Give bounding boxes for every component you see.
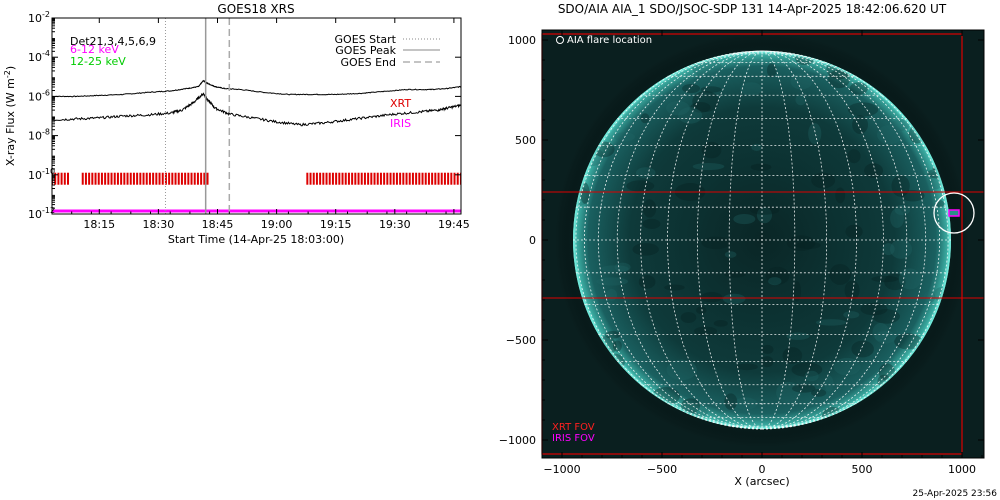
goes-long-curve xyxy=(52,79,461,98)
goes-y-tick-label: 10-8 xyxy=(28,128,50,143)
aia-flare-legend: AIA flare location xyxy=(556,35,652,46)
aia-ticks: −1000 −500 0 500 1000 1000 500 0 −500 −1000 xyxy=(499,30,984,476)
aia-plot-frame xyxy=(541,29,985,459)
goes-x-tick-label: 19:45 xyxy=(438,218,470,231)
grid-longitude-line xyxy=(761,50,908,430)
goes-panel: GOES18 XRS 18:15 18:30 18:45 19:00 19:15 19:3… xyxy=(3,2,470,246)
goes-x-tick-label: 18:30 xyxy=(143,218,175,231)
goes-plot-frame xyxy=(51,17,462,215)
aia-xlabel: X (arcsec) xyxy=(734,475,789,488)
aia-y-tick-label: 1000 xyxy=(508,34,536,47)
aia-x-tick-label: −1000 xyxy=(543,463,580,476)
goes-title: GOES18 XRS xyxy=(217,2,294,16)
goes-x-tick-label: 19:00 xyxy=(261,218,293,231)
aia-y-tick-label: 0 xyxy=(529,234,536,247)
goes-xlabel: Start Time (14-Apr-25 18:03:00) xyxy=(168,233,344,246)
legend-goes-peak: GOES Peak xyxy=(335,44,396,57)
goes-x-tick-label: 18:15 xyxy=(83,218,115,231)
grid-longitude-line xyxy=(761,50,796,430)
aia-x-tick-label: 0 xyxy=(759,463,766,476)
goes-ylabel: X-ray Flux (W m-2) xyxy=(3,66,17,166)
goes-legend-6-12: 6-12 keV xyxy=(70,43,119,56)
flare-legend-label: AIA flare location xyxy=(567,35,652,46)
grid-longitude-line xyxy=(575,50,763,430)
xrt-fov-label: XRT FOV xyxy=(552,422,595,433)
aia-y-tick-label: −1000 xyxy=(499,434,536,447)
aia-x-tick-label: 500 xyxy=(852,463,873,476)
grid-longitude-line xyxy=(728,50,763,430)
aia-image-layer xyxy=(555,33,969,447)
aia-panel: SDO/AIA AIA_1 SDO/JSOC-SDP 131 14-Apr-20… xyxy=(499,2,985,488)
aia-x-tick-label: −500 xyxy=(647,463,677,476)
grid-longitude-line xyxy=(761,50,857,430)
goes-x-tick-label: 19:15 xyxy=(320,218,352,231)
goes-series-layer xyxy=(52,79,461,213)
goes-marks-layer xyxy=(164,18,231,214)
flare-legend-marker xyxy=(556,36,564,44)
iris-fov-box xyxy=(948,209,960,217)
aia-y-tick-label: −500 xyxy=(506,334,536,347)
legend-goes-end: GOES End xyxy=(340,56,396,69)
goes-legend-12-25: 12-25 keV xyxy=(70,55,126,68)
goes-x-tick-label: 19:30 xyxy=(379,218,411,231)
grid-longitude-line xyxy=(597,50,763,430)
goes-x-tick-label: 18:45 xyxy=(202,218,234,231)
footer-timestamp: 25-Apr-2025 23:56 xyxy=(913,489,998,499)
flare-location-circle xyxy=(933,192,975,234)
goes-det-label: Det21,3,4,5,6,9 xyxy=(70,35,156,48)
aia-x-tick-label: 1000 xyxy=(948,463,976,476)
xrt-coverage-segment xyxy=(306,172,461,185)
xrt-coverage-segment xyxy=(81,172,209,185)
grid-longitude-line xyxy=(761,50,927,430)
legend-goes-start: GOES Start xyxy=(335,33,397,46)
heliographic-grid xyxy=(573,50,951,430)
goes-y-tick-label: 10-12 xyxy=(28,206,55,221)
goes-y-tick-label: 10-2 xyxy=(28,10,50,25)
goes-iris-label: IRIS xyxy=(390,117,411,130)
grid-longitude-line xyxy=(761,50,949,430)
grid-longitude-line xyxy=(583,50,763,430)
grid-longitude-line xyxy=(761,50,941,430)
iris-fov-label: IRIS FOV xyxy=(552,433,595,444)
goes-y-tick-label: 10-10 xyxy=(28,167,55,182)
grid-longitude-line xyxy=(667,50,763,430)
goes-y-tick-label: 10-6 xyxy=(28,88,50,103)
goes-short-curve xyxy=(52,92,461,127)
goes-xrt-label: XRT xyxy=(390,97,411,110)
goes-y-tick-label: 10-4 xyxy=(28,49,50,64)
aia-y-tick-label: 500 xyxy=(515,134,536,147)
grid-longitude-line xyxy=(616,50,763,430)
goes-event-legend: GOES Start GOES Peak GOES End xyxy=(335,33,440,69)
aia-title: SDO/AIA AIA_1 SDO/JSOC-SDP 131 14-Apr-20… xyxy=(558,2,947,16)
